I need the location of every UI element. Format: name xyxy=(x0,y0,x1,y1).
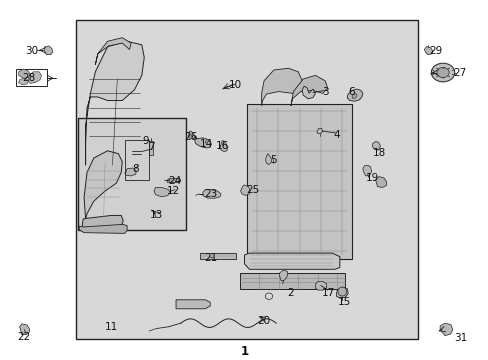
Text: 24: 24 xyxy=(168,176,182,186)
Text: 5: 5 xyxy=(270,155,277,165)
Ellipse shape xyxy=(430,63,454,82)
Polygon shape xyxy=(20,324,29,335)
Bar xyxy=(16,69,47,86)
Polygon shape xyxy=(154,188,170,197)
Polygon shape xyxy=(351,93,356,99)
Polygon shape xyxy=(261,68,302,106)
Text: 2: 2 xyxy=(287,288,294,298)
Polygon shape xyxy=(240,185,250,195)
Polygon shape xyxy=(176,300,210,309)
Polygon shape xyxy=(124,168,136,176)
Ellipse shape xyxy=(337,287,346,296)
Text: 8: 8 xyxy=(132,164,139,174)
Polygon shape xyxy=(302,86,315,99)
Polygon shape xyxy=(336,287,347,298)
Text: 15: 15 xyxy=(337,297,351,307)
Polygon shape xyxy=(95,38,131,65)
Text: 3: 3 xyxy=(321,86,328,96)
Polygon shape xyxy=(85,41,144,165)
Polygon shape xyxy=(346,89,362,101)
Text: 25: 25 xyxy=(246,185,260,195)
Polygon shape xyxy=(290,75,327,106)
Text: 10: 10 xyxy=(229,80,242,90)
Bar xyxy=(246,104,351,258)
Polygon shape xyxy=(220,141,227,152)
Ellipse shape xyxy=(436,68,448,77)
Text: 13: 13 xyxy=(149,211,163,220)
Polygon shape xyxy=(194,136,211,148)
Text: 7: 7 xyxy=(148,142,155,152)
Text: 12: 12 xyxy=(166,186,180,196)
Text: 30: 30 xyxy=(25,46,38,56)
Polygon shape xyxy=(19,69,30,78)
Bar xyxy=(76,20,417,339)
Polygon shape xyxy=(188,131,194,139)
Polygon shape xyxy=(424,47,432,55)
Text: 16: 16 xyxy=(215,141,229,152)
Text: 21: 21 xyxy=(204,253,218,263)
Polygon shape xyxy=(84,151,122,219)
Polygon shape xyxy=(82,215,123,230)
Bar xyxy=(239,273,344,289)
Polygon shape xyxy=(79,224,127,233)
Text: 22: 22 xyxy=(17,332,30,342)
Text: 23: 23 xyxy=(204,189,218,199)
Bar xyxy=(124,140,149,180)
Bar xyxy=(199,253,236,259)
Bar xyxy=(78,118,185,230)
Text: 4: 4 xyxy=(332,130,339,140)
Text: 27: 27 xyxy=(452,68,466,77)
Polygon shape xyxy=(244,253,339,269)
Polygon shape xyxy=(167,179,181,183)
Text: 20: 20 xyxy=(257,316,270,327)
Polygon shape xyxy=(316,128,322,134)
Text: 31: 31 xyxy=(453,333,467,342)
Text: 19: 19 xyxy=(365,173,379,183)
Text: 1: 1 xyxy=(240,345,248,358)
Text: 17: 17 xyxy=(321,288,335,298)
Polygon shape xyxy=(44,46,53,55)
Text: 28: 28 xyxy=(22,73,36,83)
Polygon shape xyxy=(19,78,28,85)
Text: 18: 18 xyxy=(371,148,385,158)
Polygon shape xyxy=(372,141,380,150)
Text: 29: 29 xyxy=(428,46,442,56)
Polygon shape xyxy=(265,154,271,165)
Text: 11: 11 xyxy=(104,322,118,332)
Bar xyxy=(169,179,179,182)
Polygon shape xyxy=(279,270,287,281)
Text: 9: 9 xyxy=(142,136,149,146)
Bar xyxy=(148,141,152,155)
Polygon shape xyxy=(439,323,452,336)
Polygon shape xyxy=(375,177,386,188)
Polygon shape xyxy=(28,72,41,83)
Polygon shape xyxy=(362,165,371,176)
Polygon shape xyxy=(203,190,221,198)
Text: 26: 26 xyxy=(183,132,197,142)
Polygon shape xyxy=(315,282,326,290)
Text: 14: 14 xyxy=(199,139,213,149)
Text: 6: 6 xyxy=(347,86,354,96)
